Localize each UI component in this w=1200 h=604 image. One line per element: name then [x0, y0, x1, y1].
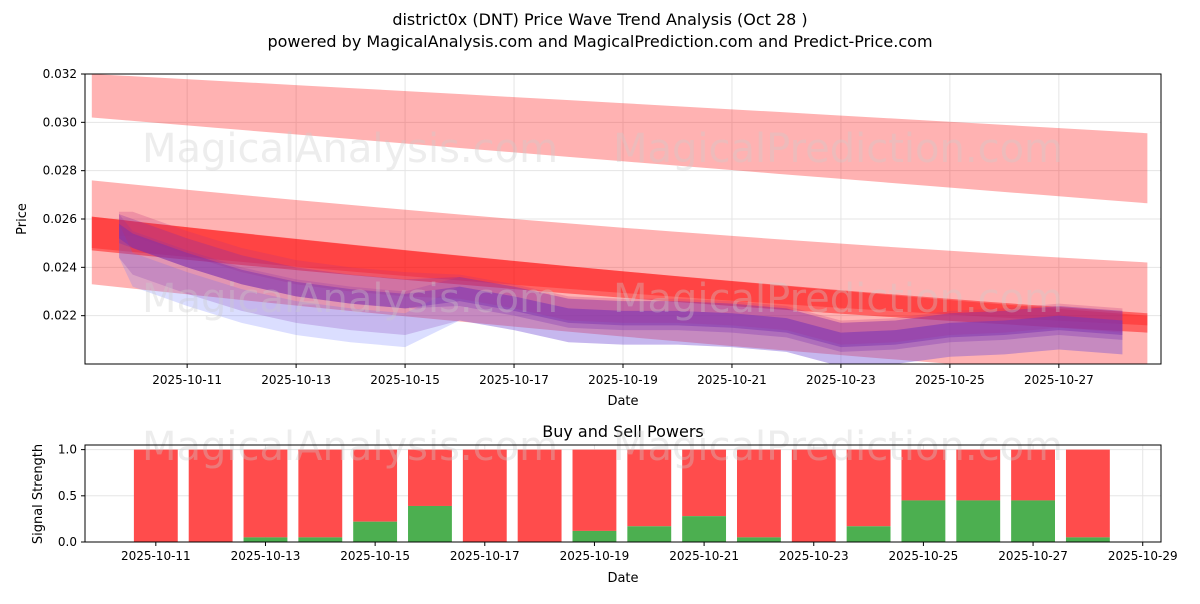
signal-chart: Buy and Sell Powers MagicalAnalysis.com … — [31, 422, 1178, 586]
x-tick-label: 2025-10-21 — [669, 549, 739, 563]
sell-bar — [462, 449, 507, 542]
y-axis-label: Signal Strength — [31, 444, 46, 544]
watermark: MagicalPrediction.com — [613, 424, 1063, 470]
y-tick-label: 0.022 — [43, 309, 77, 323]
buy-bar — [1011, 500, 1055, 542]
x-tick-label: 2025-10-27 — [998, 549, 1068, 563]
buy-bar — [956, 500, 1001, 542]
sell-bar — [627, 449, 672, 527]
buy-bar — [1065, 537, 1110, 542]
x-tick-label: 2025-10-19 — [588, 373, 658, 387]
y-tick-label: 0.030 — [43, 115, 77, 129]
y-tick-label: 0.028 — [43, 164, 77, 178]
trend-band — [91, 216, 1148, 333]
sell-bar — [1065, 449, 1110, 538]
price-chart: MagicalAnalysis.com MagicalPrediction.co… — [15, 67, 1162, 409]
watermark: MagicalAnalysis.com — [142, 276, 558, 322]
x-tick-label: 2025-10-15 — [370, 373, 440, 387]
sell-bar — [243, 449, 288, 538]
x-tick-label: 2025-10-25 — [915, 373, 985, 387]
y-tick-label: 0.026 — [43, 212, 77, 226]
trend-band — [91, 216, 1148, 364]
sell-bar — [188, 449, 233, 542]
sell-bar — [408, 449, 452, 506]
sell-bar — [353, 449, 398, 522]
x-axis-label: Date — [607, 394, 638, 409]
sell-bar — [572, 449, 617, 531]
plot-frame — [84, 444, 1162, 543]
sell-bar — [682, 449, 727, 517]
trend-band — [91, 180, 1148, 326]
x-tick-label: 2025-10-23 — [779, 549, 849, 563]
price-wave-band — [119, 214, 1123, 364]
trend-band — [91, 74, 1148, 204]
x-tick-label: 2025-10-19 — [560, 549, 630, 563]
x-tick-label: 2025-10-27 — [1024, 373, 1094, 387]
y-tick-label: 0.032 — [43, 67, 77, 81]
buy-bar — [682, 516, 727, 542]
price-wave-band — [119, 211, 1123, 345]
x-tick-label: 2025-10-11 — [152, 373, 222, 387]
sell-bar — [1011, 449, 1055, 501]
x-tick-label: 2025-10-17 — [450, 549, 520, 563]
buy-bar — [572, 530, 617, 542]
x-tick-label: 2025-10-29 — [1108, 549, 1178, 563]
y-tick-label: 0.024 — [43, 260, 77, 274]
y-tick-label: 0.0 — [58, 535, 77, 549]
buy-bar — [901, 500, 946, 542]
sell-bar — [517, 449, 562, 542]
sell-bar — [901, 449, 946, 501]
x-axis-label: Date — [607, 571, 638, 586]
buy-bar — [408, 505, 452, 542]
sell-bar — [133, 449, 178, 542]
watermark: MagicalAnalysis.com — [142, 126, 558, 172]
buy-bar — [846, 526, 891, 542]
y-axis-label: Price — [15, 203, 30, 235]
x-tick-label: 2025-10-15 — [340, 549, 410, 563]
x-tick-label: 2025-10-21 — [697, 373, 767, 387]
signal-chart-title: Buy and Sell Powers — [542, 422, 704, 441]
buy-bar — [736, 537, 781, 542]
chart-title: district0x (DNT) Price Wave Trend Analys… — [392, 10, 807, 29]
chart-subtitle: powered by MagicalAnalysis.com and Magic… — [267, 32, 932, 51]
watermark: MagicalPrediction.com — [613, 126, 1063, 172]
x-tick-label: 2025-10-13 — [231, 549, 301, 563]
x-tick-label: 2025-10-25 — [889, 549, 959, 563]
buy-bar — [627, 526, 672, 542]
x-tick-label: 2025-10-13 — [261, 373, 331, 387]
price-wave-band — [119, 214, 1123, 352]
price-wave-band — [119, 223, 1123, 364]
sell-bar — [736, 449, 781, 538]
x-tick-label: 2025-10-17 — [479, 373, 549, 387]
x-tick-label: 2025-10-23 — [806, 373, 876, 387]
y-tick-label: 0.5 — [58, 489, 77, 503]
sell-bar — [956, 449, 1001, 501]
price-wave-band — [119, 223, 1123, 348]
buy-bar — [243, 537, 288, 542]
buy-bar — [353, 521, 398, 542]
watermark: MagicalAnalysis.com — [142, 424, 558, 470]
buy-bar — [298, 537, 343, 542]
x-tick-label: 2025-10-11 — [121, 549, 191, 563]
sell-bar — [791, 449, 836, 542]
watermark: MagicalPrediction.com — [613, 276, 1063, 322]
sell-bar — [846, 449, 891, 527]
sell-bar — [298, 449, 343, 538]
y-tick-label: 1.0 — [58, 443, 77, 457]
